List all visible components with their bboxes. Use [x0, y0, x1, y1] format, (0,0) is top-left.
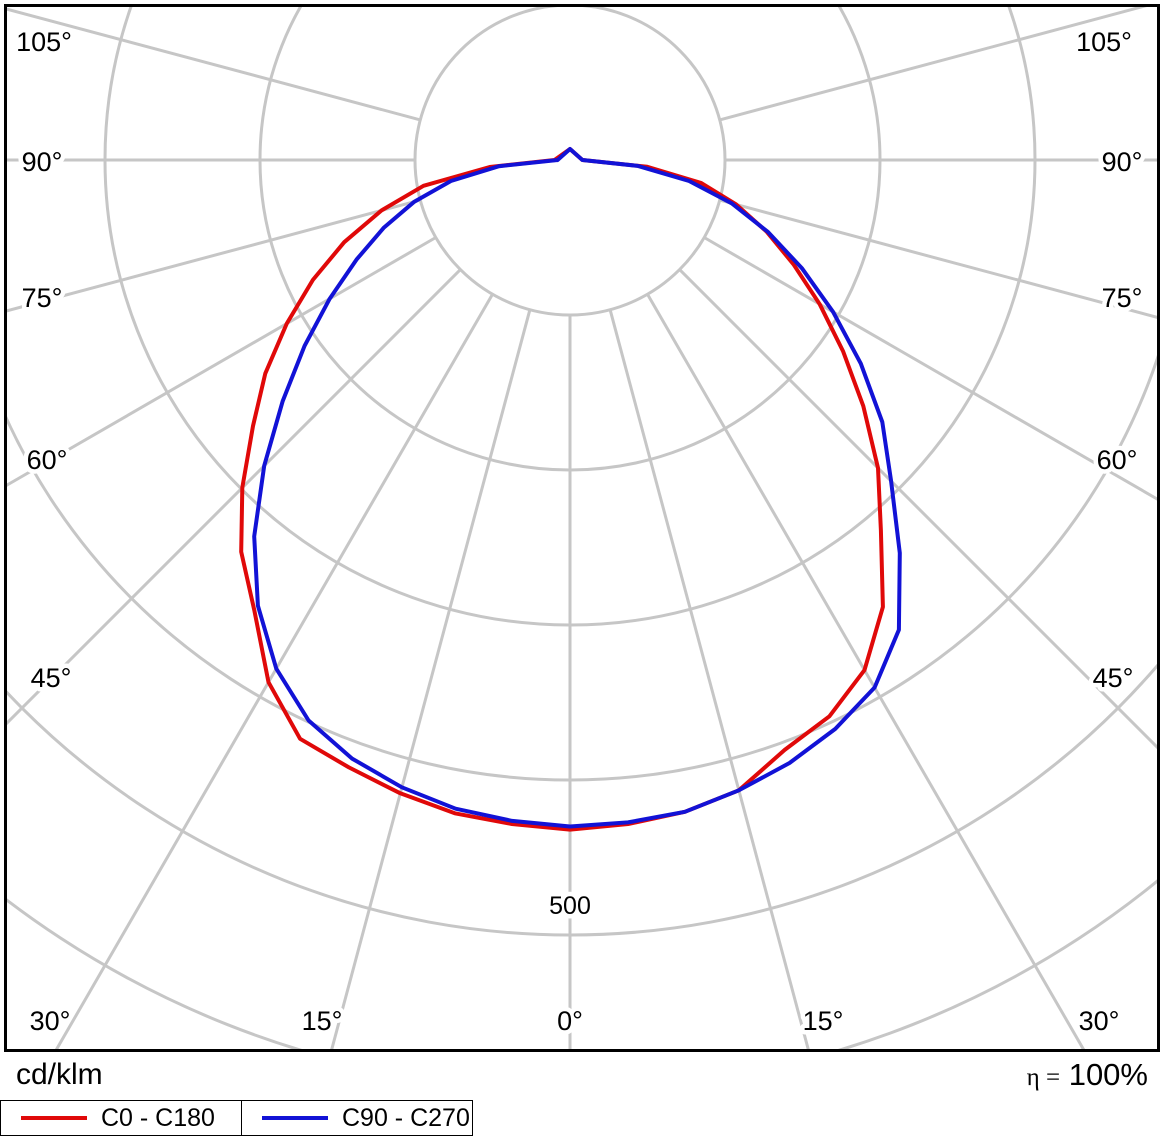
grid-circle [413, 7, 727, 317]
angle-label: 60° [27, 445, 68, 475]
grid-ray [678, 268, 1157, 750]
angle-label: 30° [1079, 1006, 1120, 1036]
series-curve-1 [252, 147, 902, 829]
angle-label: 0° [557, 1006, 583, 1036]
angle-label: 45° [31, 663, 72, 693]
legend-swatch-1 [262, 1116, 328, 1120]
units-label: cd/klm [16, 1058, 103, 1091]
angle-label: 15° [803, 1006, 844, 1036]
legend-label-c0: C0 - C180 [101, 1103, 215, 1132]
legend-item-c90: C90 - C270 [241, 1100, 473, 1136]
grid-ray [646, 293, 1086, 1049]
grid-ray [703, 236, 1157, 501]
plot-area [7, 7, 1157, 1049]
grid-circle [7, 663, 1157, 937]
legend-item-c0: C0 - C180 [0, 1100, 242, 1136]
angle-label: 75° [22, 283, 63, 313]
grid-ray [7, 268, 462, 726]
plot-frame [4, 4, 1160, 1052]
angle-label: 75° [1102, 283, 1143, 313]
grid-ray [54, 293, 494, 1049]
grid-ray [7, 198, 421, 313]
angle-label: 105° [1076, 27, 1132, 57]
grid-ray [608, 309, 810, 1049]
grid-ray [7, 236, 437, 487]
angle-label: 30° [30, 1006, 71, 1036]
efficiency-value: 100% [1068, 1057, 1148, 1092]
efficiency-label: η = 100% [1027, 1058, 1148, 1095]
grid-ray [330, 309, 532, 1049]
efficiency-symbol: η = [1026, 1064, 1061, 1091]
legend-label-c90: C90 - C270 [342, 1103, 470, 1132]
grid-ray [719, 198, 1157, 319]
grid-ray [719, 7, 1147, 122]
angle-label: 45° [1093, 663, 1134, 693]
angle-label: 60° [1097, 445, 1138, 475]
legend-swatch-0 [21, 1116, 87, 1120]
grid-ray [7, 7, 421, 122]
angle-label: 105° [16, 27, 72, 57]
angle-label: 90° [1102, 147, 1143, 177]
angle-label: 90° [22, 147, 63, 177]
radial-value-label: 500 [549, 892, 591, 920]
polar-chart-svg: 105° 90° 75° 60° 45° 30° 15° 0° 15° 30° 45° 60° 75° 9… [4, 4, 1160, 1052]
legend: C0 - C180 C90 - C270 [0, 1100, 473, 1136]
angle-label: 15° [302, 1006, 343, 1036]
